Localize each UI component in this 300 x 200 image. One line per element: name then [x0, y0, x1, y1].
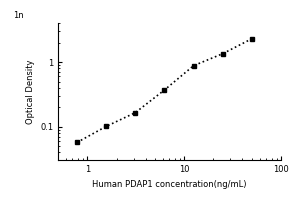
Text: 1n: 1n [13, 11, 23, 20]
Y-axis label: Optical Density: Optical Density [26, 60, 35, 124]
X-axis label: Human PDAP1 concentration(ng/mL): Human PDAP1 concentration(ng/mL) [92, 180, 247, 189]
